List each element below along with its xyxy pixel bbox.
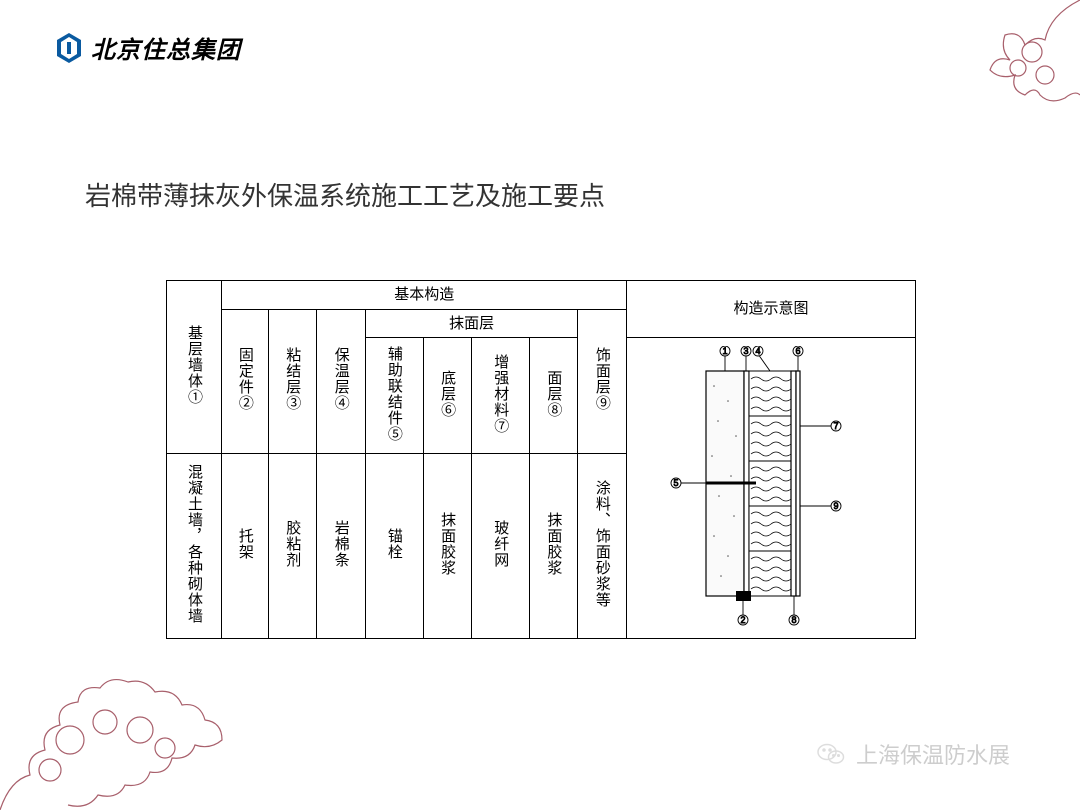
data-mortar2: 抹面胶浆 (544, 512, 564, 576)
cloud-decoration-bottom (0, 630, 230, 810)
wechat-icon (816, 739, 846, 769)
page-title: 岩棉带薄抹灰外保温系统施工工艺及施工要点 (85, 176, 605, 213)
svg-text:6: 6 (795, 346, 800, 356)
row-header: 基层墙体① (184, 325, 204, 405)
data-anchor: 锚栓 (384, 528, 404, 560)
svg-text:8: 8 (791, 615, 796, 625)
svg-text:9: 9 (833, 501, 838, 511)
data-mesh: 玻纤网 (491, 520, 511, 568)
col-top-layer: 面层⑧ (544, 370, 564, 418)
col-fixing: 固定件② (235, 347, 255, 411)
diagram-header: 构造示意图 (733, 300, 808, 317)
logo-text: 北京住总集团 (91, 30, 241, 65)
logo-hexagon-icon (55, 32, 83, 64)
col-adhesive: 粘结层③ (283, 347, 303, 411)
col-face-group: 抹面层 (449, 315, 494, 332)
data-wall: 混凝土墙，各种砌体墙 (184, 464, 204, 624)
col-insulation: 保温层④ (331, 347, 351, 411)
data-bracket: 托架 (235, 528, 255, 560)
col-mesh: 增强材料⑦ (491, 354, 511, 434)
col-anchor: 辅助联结件⑤ (384, 346, 404, 442)
svg-text:5: 5 (673, 478, 678, 488)
col-finish: 饰面层⑨ (592, 347, 612, 411)
svg-text:7: 7 (833, 421, 838, 431)
svg-text:1: 1 (722, 346, 727, 356)
data-mortar1: 抹面胶浆 (438, 512, 458, 576)
watermark: 上海保温防水展 (816, 738, 1010, 770)
cloud-decoration-top (940, 0, 1080, 130)
data-rockwool: 岩棉条 (331, 520, 351, 568)
watermark-text: 上海保温防水展 (856, 738, 1010, 770)
company-logo: 北京住总集团 (55, 30, 241, 65)
svg-text:3: 3 (743, 346, 748, 356)
construction-diagram: 1 3 4 6 7 9 5 2 (656, 346, 886, 626)
data-finish: 涂料、饰面砂浆等 (592, 480, 612, 608)
construction-table: 基层墙体① 基本构造 构造示意图 固定件② 粘结层③ 保温层④ 抹面层 饰面层⑨… (166, 280, 916, 639)
header-main: 基本构造 (394, 286, 454, 303)
data-adhesive: 胶粘剂 (283, 520, 303, 568)
svg-text:2: 2 (740, 615, 745, 625)
svg-text:4: 4 (755, 346, 760, 356)
col-base-layer: 底层⑥ (438, 370, 458, 418)
